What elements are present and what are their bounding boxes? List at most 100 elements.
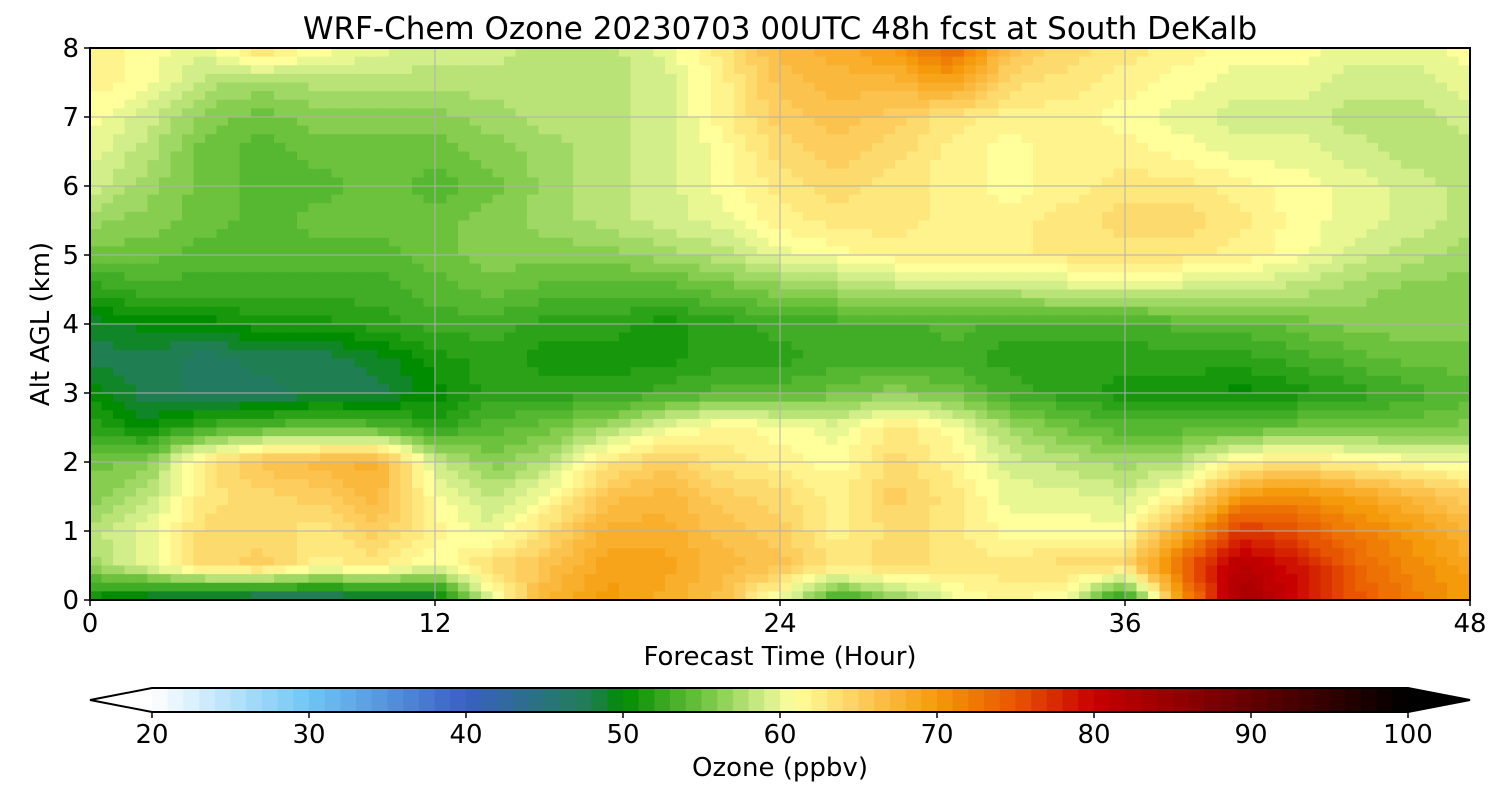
heatmap-cell (308, 401, 321, 411)
heatmap-cell (860, 99, 873, 109)
heatmap-cell (400, 73, 413, 84)
heatmap-cell (584, 375, 597, 385)
heatmap-cell (699, 393, 712, 403)
heatmap-cell (860, 289, 873, 299)
heatmap-cell (745, 237, 758, 247)
heatmap-cell (676, 125, 689, 135)
heatmap-cell (285, 315, 298, 325)
heatmap-cell (1044, 82, 1057, 92)
heatmap-cell (366, 229, 379, 239)
heatmap-cell (504, 134, 517, 144)
heatmap-cell (147, 48, 160, 58)
heatmap-cell (964, 341, 977, 351)
heatmap-cell (1309, 108, 1322, 118)
heatmap-cell (320, 73, 333, 84)
heatmap-cell (262, 203, 275, 213)
heatmap-cell (975, 289, 988, 299)
heatmap-cell (182, 358, 195, 368)
heatmap-cell (308, 289, 321, 299)
heatmap-cell (1458, 349, 1470, 360)
heatmap-cell (1389, 65, 1402, 75)
heatmap-cell (1194, 73, 1207, 84)
heatmap-cell (1355, 220, 1368, 230)
heatmap-cell (492, 211, 505, 222)
heatmap-cell (1159, 177, 1172, 187)
heatmap-cell (1125, 134, 1138, 144)
heatmap-cell (469, 56, 482, 66)
heatmap-cell (849, 375, 862, 385)
heatmap-cell (1148, 255, 1161, 265)
heatmap-cell (1159, 65, 1172, 75)
heatmap-cell (1458, 160, 1470, 170)
heatmap-cell (538, 237, 551, 247)
heatmap-cell (584, 203, 597, 213)
heatmap-cell (1159, 358, 1172, 368)
heatmap-cell (170, 186, 183, 196)
heatmap-cell (1079, 125, 1092, 135)
heatmap-cell (1355, 73, 1368, 84)
heatmap-cell (435, 220, 448, 230)
heatmap-cell (1297, 289, 1310, 299)
heatmap-cell (251, 134, 264, 144)
heatmap-cell (1205, 99, 1218, 109)
heatmap-cell (1079, 384, 1092, 394)
heatmap-cell (435, 211, 448, 222)
heatmap-cell (596, 375, 609, 385)
heatmap-cell (1125, 272, 1138, 282)
heatmap-cell (688, 358, 701, 368)
heatmap-cell (1125, 160, 1138, 170)
heatmap-cell (136, 48, 149, 58)
heatmap-cell (366, 246, 379, 256)
heatmap-cell (918, 306, 931, 316)
heatmap-cell (274, 315, 287, 325)
heatmap-cell (952, 272, 965, 282)
heatmap-cell (1366, 160, 1379, 170)
heatmap-cell (527, 358, 540, 368)
heatmap-cell (1332, 246, 1345, 256)
heatmap-cell (1263, 177, 1276, 187)
heatmap-cell (193, 341, 206, 351)
heatmap-cell (826, 341, 839, 351)
heatmap-cell (642, 306, 655, 316)
heatmap-cell (90, 56, 103, 66)
heatmap-cell (1079, 315, 1092, 325)
heatmap-cell (745, 220, 758, 230)
heatmap-cell (1067, 255, 1080, 265)
heatmap-cell (446, 211, 459, 222)
heatmap-cell (561, 272, 574, 282)
heatmap-cell (1194, 186, 1207, 196)
heatmap-cell (435, 306, 448, 316)
heatmap-cell (285, 211, 298, 222)
heatmap-cell (274, 142, 287, 153)
heatmap-cell (1389, 332, 1402, 342)
heatmap-cell (147, 134, 160, 144)
heatmap-cell (941, 393, 954, 403)
heatmap-cell (1148, 65, 1161, 75)
heatmap-cell (653, 393, 666, 403)
heatmap-cell (262, 315, 275, 325)
heatmap-cell (1136, 82, 1149, 92)
heatmap-cell (1194, 56, 1207, 66)
heatmap-cell (515, 186, 528, 196)
heatmap-cell (515, 367, 528, 377)
heatmap-cell (469, 142, 482, 153)
heatmap-cell (1251, 263, 1264, 273)
heatmap-cell (1309, 332, 1322, 342)
heatmap-cell (239, 401, 252, 411)
heatmap-cell (1159, 332, 1172, 342)
heatmap-cell (768, 384, 781, 394)
heatmap-cell (1194, 298, 1207, 308)
heatmap-cell (987, 306, 1000, 316)
heatmap-cell (1010, 237, 1023, 247)
heatmap-cell (688, 229, 701, 239)
heatmap-cell (860, 358, 873, 368)
heatmap-cell (1044, 134, 1057, 144)
heatmap-cell (1251, 73, 1264, 84)
heatmap-cell (354, 289, 367, 299)
heatmap-cell (343, 99, 356, 109)
heatmap-cell (159, 255, 172, 265)
heatmap-cell (711, 367, 724, 377)
heatmap-cell (1389, 246, 1402, 256)
heatmap-cell (1366, 298, 1379, 308)
heatmap-cell (906, 177, 919, 187)
